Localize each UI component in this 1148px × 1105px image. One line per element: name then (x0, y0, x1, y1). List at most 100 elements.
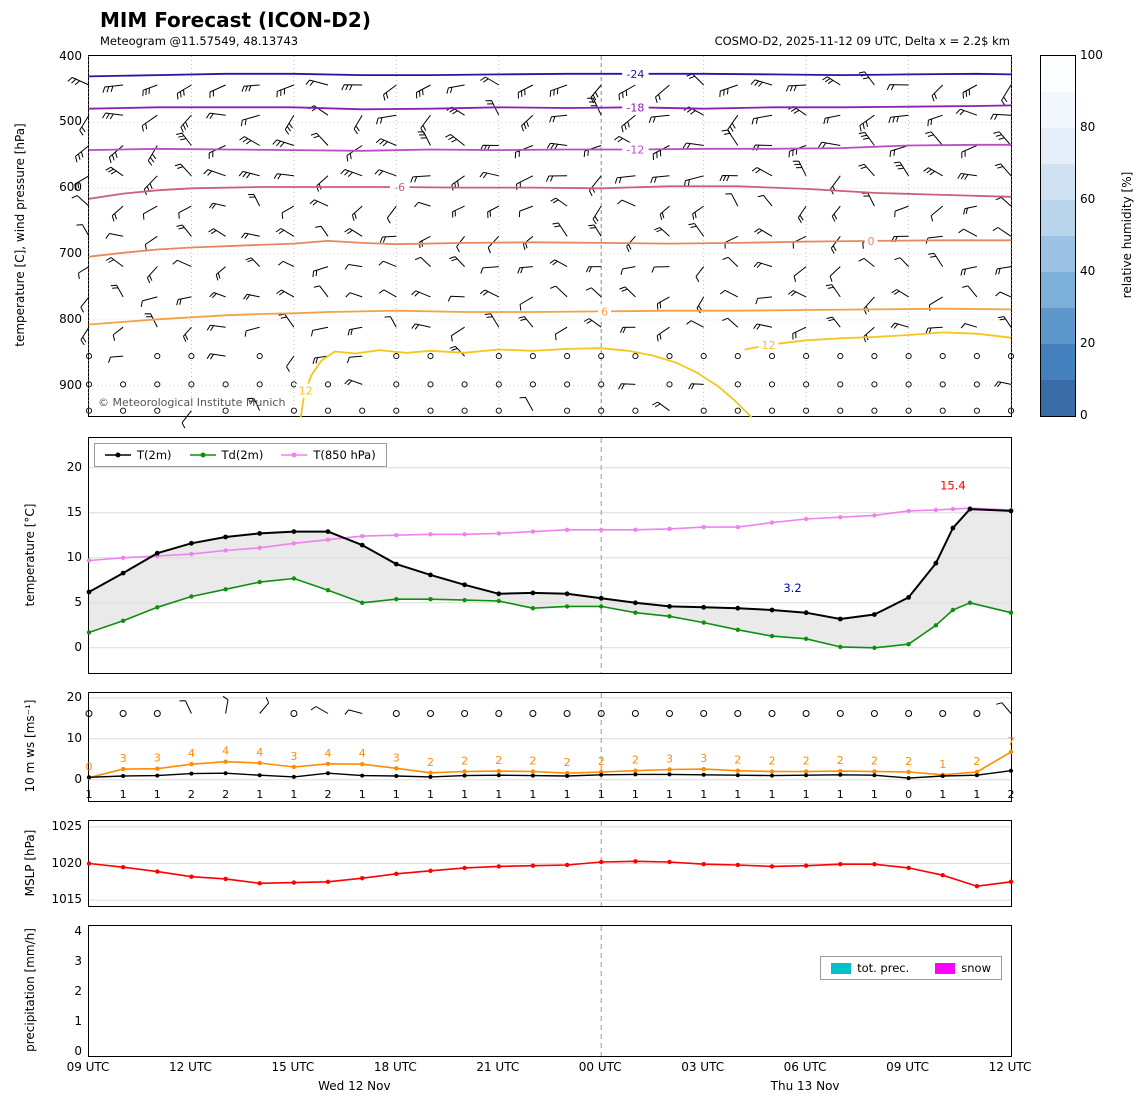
calm-wind-icon (154, 407, 161, 414)
calm-wind-icon (734, 407, 741, 414)
wind-barb (754, 228, 773, 237)
calm-wind-icon (939, 353, 946, 360)
svg-text:4: 4 (222, 745, 229, 758)
wind-barb (621, 114, 636, 133)
calm-wind-icon (905, 407, 912, 414)
wind-barb (80, 326, 90, 346)
calm-wind-icon (803, 381, 810, 388)
svg-text:1: 1 (495, 788, 502, 801)
wind-barb (757, 194, 773, 207)
wind-barb (688, 223, 705, 237)
y-axis-title: MSLP [hPa] (23, 829, 37, 896)
wind-barb (449, 256, 465, 267)
svg-text:2: 2 (325, 788, 332, 801)
wind-barb (243, 293, 260, 300)
wind-barb (517, 266, 533, 274)
wind-barb (990, 113, 1012, 120)
y-tick-label: 4 (74, 923, 82, 938)
wind-barb (176, 224, 192, 237)
wind-barb (721, 129, 739, 146)
annotation-3.2: 3.2 (783, 581, 801, 595)
wind-barb (928, 252, 944, 267)
wind-barb (797, 205, 807, 224)
wind-barb (208, 228, 226, 237)
svg-text:1: 1 (871, 788, 878, 801)
wind-barb (829, 266, 841, 282)
calm-wind-icon (803, 407, 810, 414)
wind-barb (585, 266, 602, 273)
calm-wind-icon (700, 353, 707, 360)
legend-label: snow (961, 961, 991, 975)
calm-wind-icon (120, 407, 127, 414)
calm-wind-icon (871, 407, 878, 414)
wind-barb (240, 114, 260, 127)
wind-barb (861, 192, 875, 207)
calm-wind-icon (564, 407, 571, 414)
wind-barb (650, 175, 670, 184)
calm-wind-icon (529, 710, 537, 717)
wind-barb (346, 355, 363, 364)
calm-wind-icon (427, 381, 434, 388)
wind-barb (102, 112, 124, 120)
wind-barb (305, 79, 329, 87)
wind-barb (995, 266, 1012, 275)
y-tick-label: 900 (59, 377, 82, 392)
model-info: COSMO-D2, 2025-11-12 09 UTC, Delta x = 2… (714, 34, 1010, 48)
calm-wind-icon (359, 407, 366, 414)
calm-wind-icon (939, 407, 946, 414)
wind-barb (105, 257, 124, 267)
calm-wind-icon (802, 710, 810, 717)
wind-barb (410, 175, 431, 183)
p3-plot: 03 3 4 4 4 3 4 4 3 2 2 2 2 2 2 2 3 3 2 2 2 2 2 2 1 271 1 1 2 2 1 1 2 1 1 1 1… (85, 693, 1015, 801)
wind-barb (67, 77, 90, 86)
wind-barb (793, 266, 807, 283)
svg-text:1: 1 (393, 788, 400, 801)
wind-barb (206, 353, 226, 360)
calm-wind-icon (85, 381, 93, 388)
wind-barb (823, 114, 841, 125)
svg-text:7: 7 (1008, 735, 1015, 748)
calm-wind-icon (734, 381, 741, 388)
calm-wind-icon (495, 381, 502, 388)
humidity-colorbar (1040, 55, 1076, 417)
colorbar-segment (1041, 236, 1075, 272)
wind-barb (272, 139, 295, 148)
wind-barb (206, 112, 226, 119)
y-tick-label: 1025 (51, 818, 82, 833)
wind-barb (858, 163, 875, 177)
x-tick-label: 15 UTC (271, 1060, 315, 1074)
wind-barb (659, 205, 670, 221)
colorbar-tick-label: 60 (1080, 192, 1096, 206)
x-tick-label: 21 UTC (476, 1060, 520, 1074)
calm-wind-icon (734, 710, 742, 717)
wind-barb (822, 76, 841, 86)
svg-text:1: 1 (427, 788, 434, 801)
calm-wind-icon (939, 381, 946, 388)
contour-12: 12 (296, 347, 753, 418)
wind-barb (351, 205, 363, 221)
wind-barb (209, 202, 226, 209)
svg-text:12: 12 (299, 385, 313, 398)
svg-text:4: 4 (256, 746, 263, 759)
colorbar-segment (1041, 344, 1075, 380)
svg-text:0: 0 (86, 761, 93, 774)
y-tick-label: 20 (66, 459, 82, 474)
calm-wind-icon (495, 407, 502, 414)
legend-item: Td(2m) (189, 448, 263, 462)
calm-wind-icon (222, 407, 229, 414)
svg-text:1: 1 (939, 758, 946, 771)
wind-barb (788, 145, 807, 158)
wind-barb (178, 205, 192, 219)
wind-barb (341, 84, 363, 91)
wind-barb (792, 326, 807, 340)
svg-text:2: 2 (461, 755, 468, 768)
wind-barb (549, 114, 568, 123)
wind-barb (142, 84, 158, 97)
calm-wind-icon (1007, 407, 1015, 414)
wind-barb (994, 163, 1012, 177)
wind-barb (484, 313, 500, 328)
wind-barb (75, 145, 90, 163)
calm-wind-icon (222, 381, 229, 388)
y-axis-title: 10 m ws [ms⁻¹] (23, 699, 37, 793)
calm-wind-icon (393, 407, 400, 414)
